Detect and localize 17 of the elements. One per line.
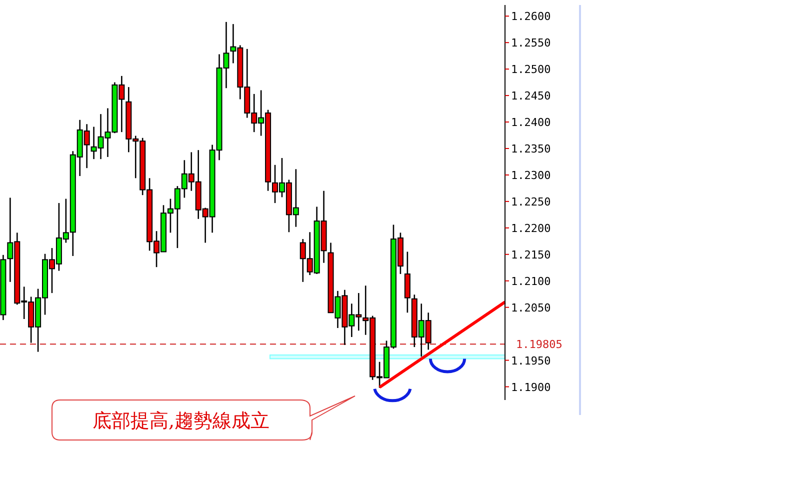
y-tick-label: 1.1900 (511, 380, 551, 394)
y-tick-label: 1.2400 (511, 116, 551, 130)
y-tick-label: 1.2150 (511, 248, 551, 262)
y-tick-label: 1.2050 (511, 301, 551, 314)
y-tick-label: 1.2500 (511, 63, 551, 76)
ref-line-label: 1.19805 (516, 338, 562, 352)
y-tick-label: 1.2350 (511, 142, 551, 156)
y-tick-label: 1.2550 (511, 36, 551, 50)
y-tick-label: 1.2200 (511, 222, 551, 235)
y-tick-label: 1.2300 (511, 168, 551, 182)
y-tick-label: 1.2250 (511, 195, 551, 208)
candlestick (404, 251, 410, 314)
y-tick-label: 1.2450 (511, 90, 551, 103)
text: 底部提高,趨勢線成立 (92, 410, 270, 432)
y-tick-label: 1.1950 (511, 354, 551, 368)
y-tick-label: 1.2600 (511, 10, 551, 24)
y-tick-label: 1.2100 (511, 274, 551, 288)
